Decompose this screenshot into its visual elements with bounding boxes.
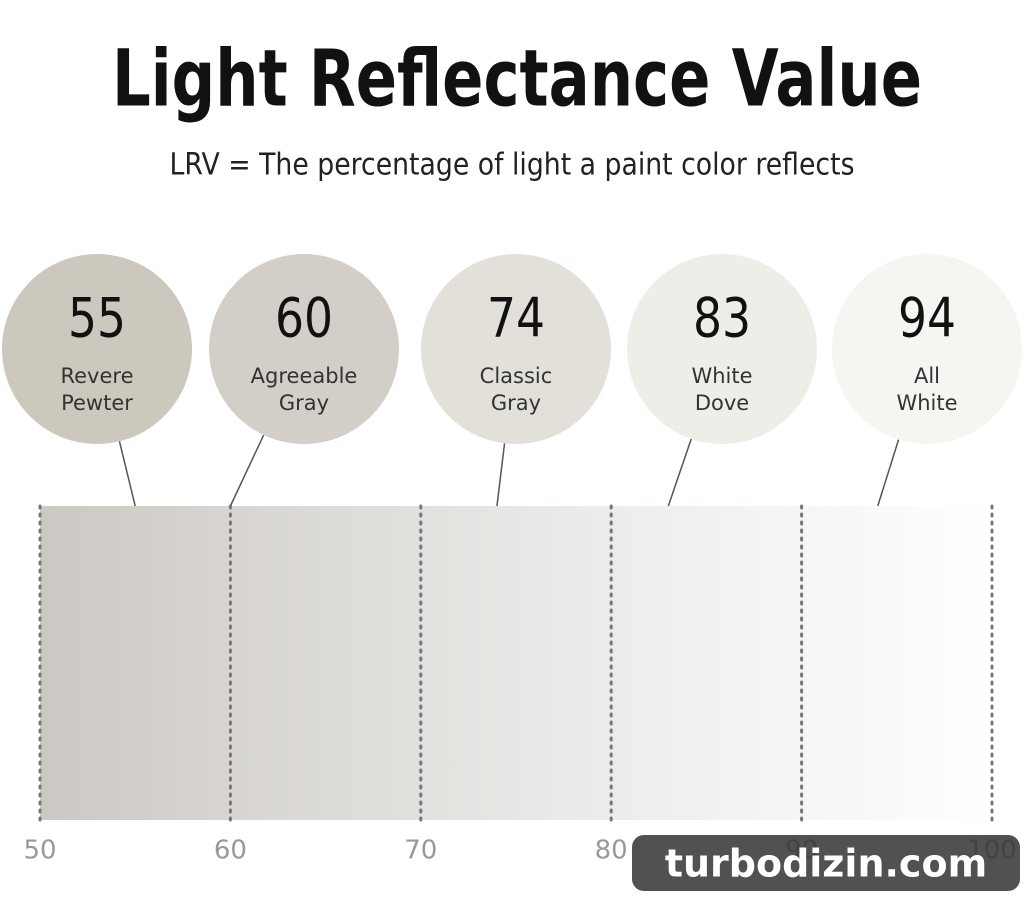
color-name: Classic (480, 364, 553, 388)
lrv-value: 94 (898, 287, 956, 350)
color-name: Gray (491, 391, 541, 415)
lrv-value: 83 (693, 287, 751, 350)
swatch-circle (209, 254, 399, 444)
connector (667, 438, 692, 507)
subtitle: LRV = The percentage of light a paint co… (170, 148, 855, 183)
swatch-circle (421, 254, 611, 444)
lrv-value: 60 (275, 287, 333, 350)
color-name: White (896, 391, 957, 415)
connector (877, 439, 900, 507)
connector (118, 441, 136, 507)
connector (229, 434, 265, 507)
connector (496, 443, 506, 507)
watermark-box (632, 835, 1020, 891)
lrv-value: 74 (487, 287, 545, 350)
color-name: Dove (695, 391, 749, 415)
color-name: White (691, 364, 752, 388)
x-tick-label: 60 (214, 836, 247, 866)
color-name: All (914, 364, 940, 388)
x-tick-label: 70 (404, 836, 437, 866)
color-name: Pewter (61, 391, 133, 415)
swatch-circle (627, 254, 817, 444)
watermark: turbodizin.com (665, 842, 987, 886)
swatch-circle (832, 254, 1022, 444)
color-name: Agreeable (251, 364, 358, 388)
reflectance-band (40, 506, 992, 820)
swatch-circle (2, 254, 192, 444)
lrv-value: 55 (68, 287, 126, 350)
chart-title: Light Reflectance Value (112, 34, 922, 124)
color-name: Gray (279, 391, 329, 415)
x-tick-label: 50 (23, 836, 56, 866)
color-name: Revere (60, 364, 133, 388)
x-tick-label: 80 (595, 836, 628, 866)
